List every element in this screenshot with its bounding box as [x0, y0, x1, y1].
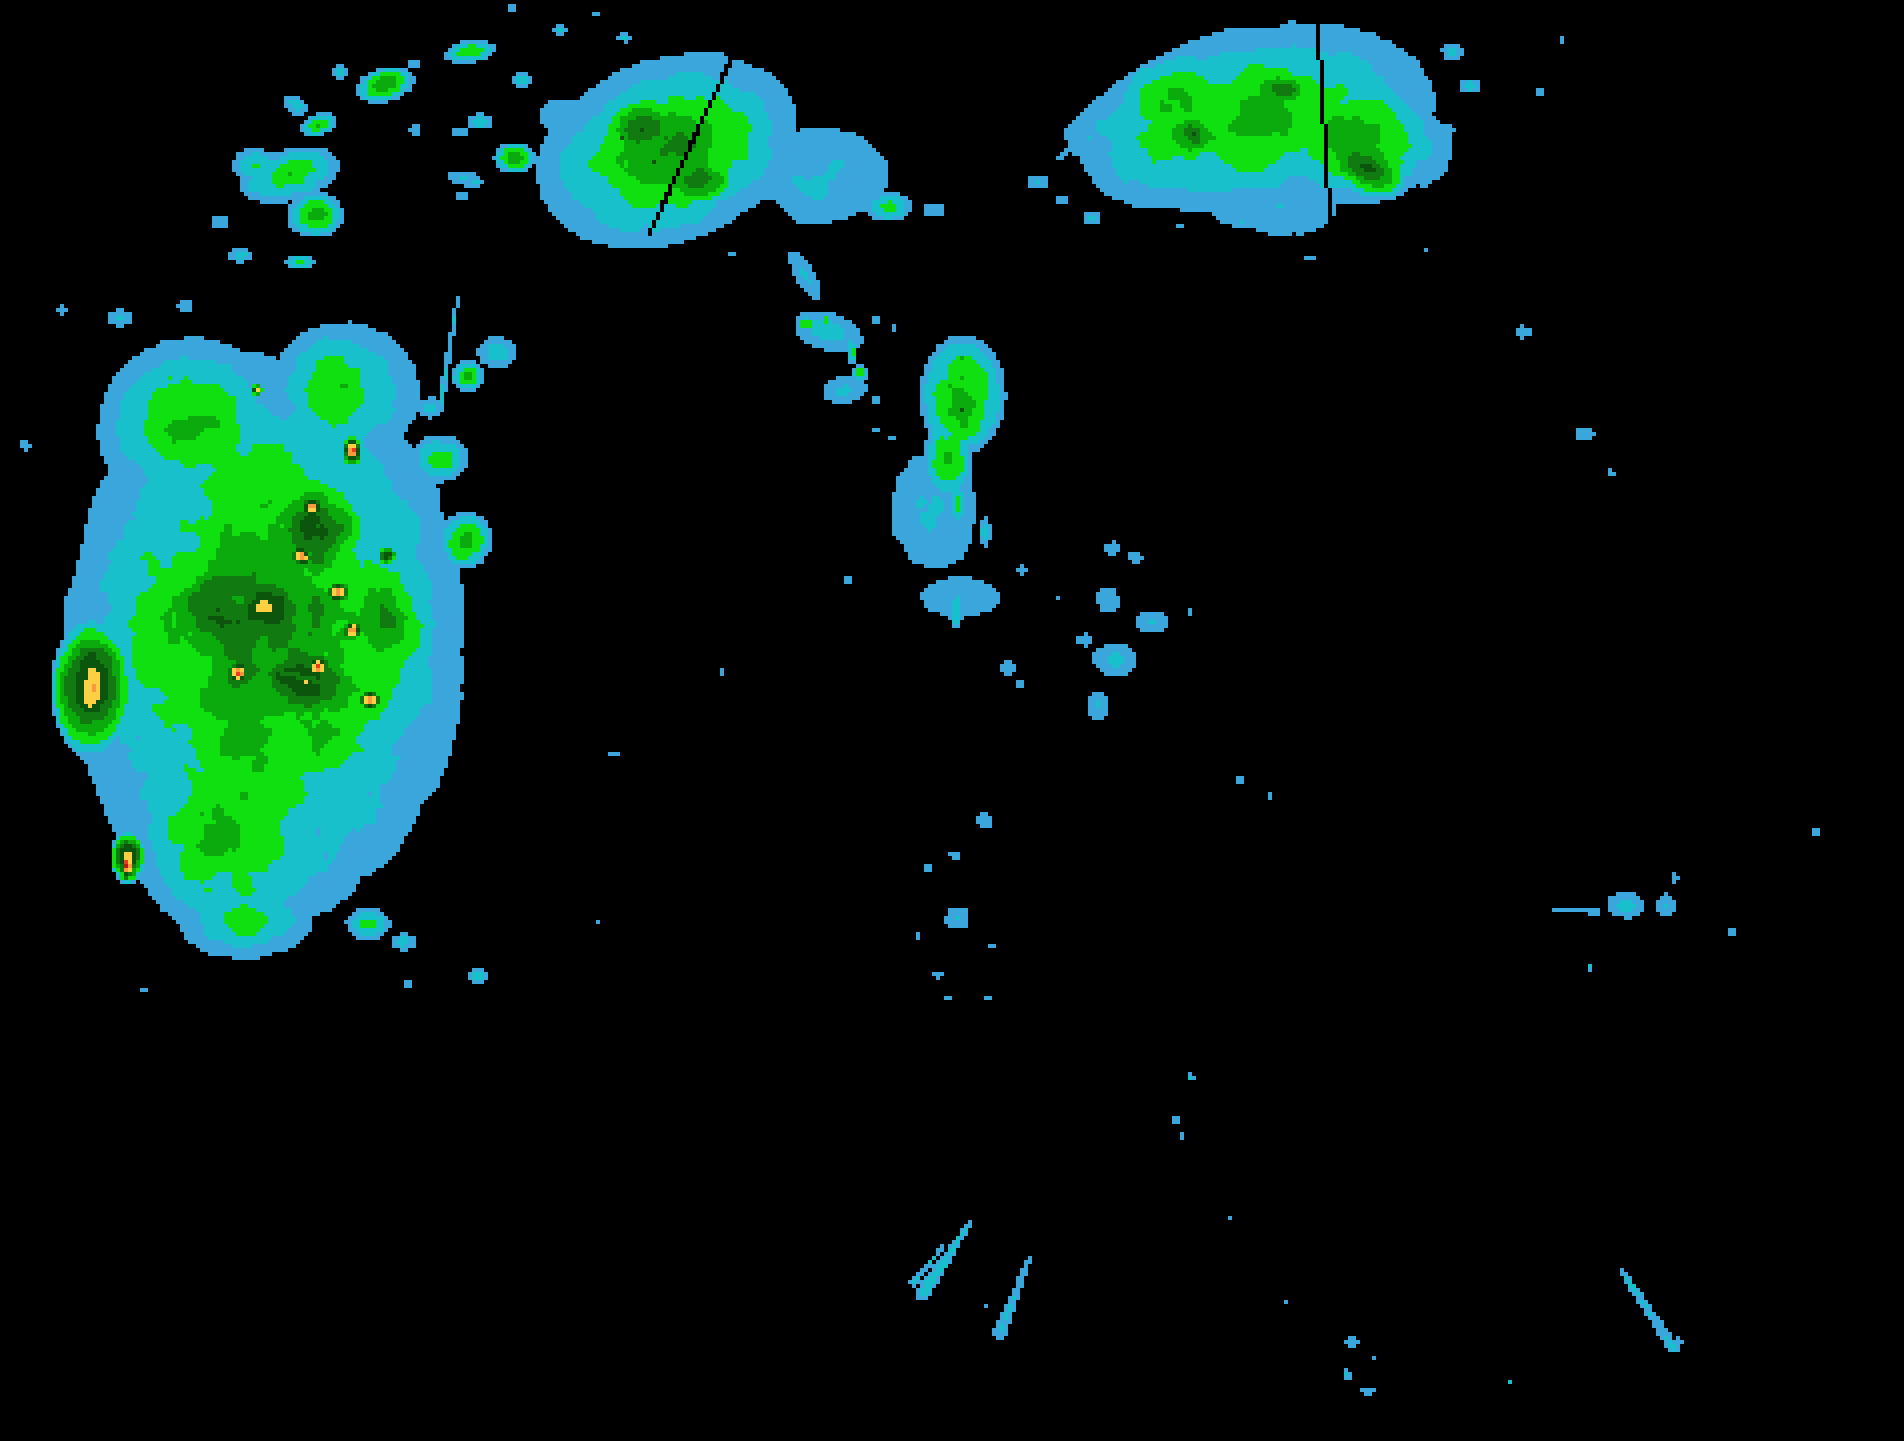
radar-reflectivity-canvas: [0, 0, 1904, 1441]
radar-display: [0, 0, 1904, 1441]
